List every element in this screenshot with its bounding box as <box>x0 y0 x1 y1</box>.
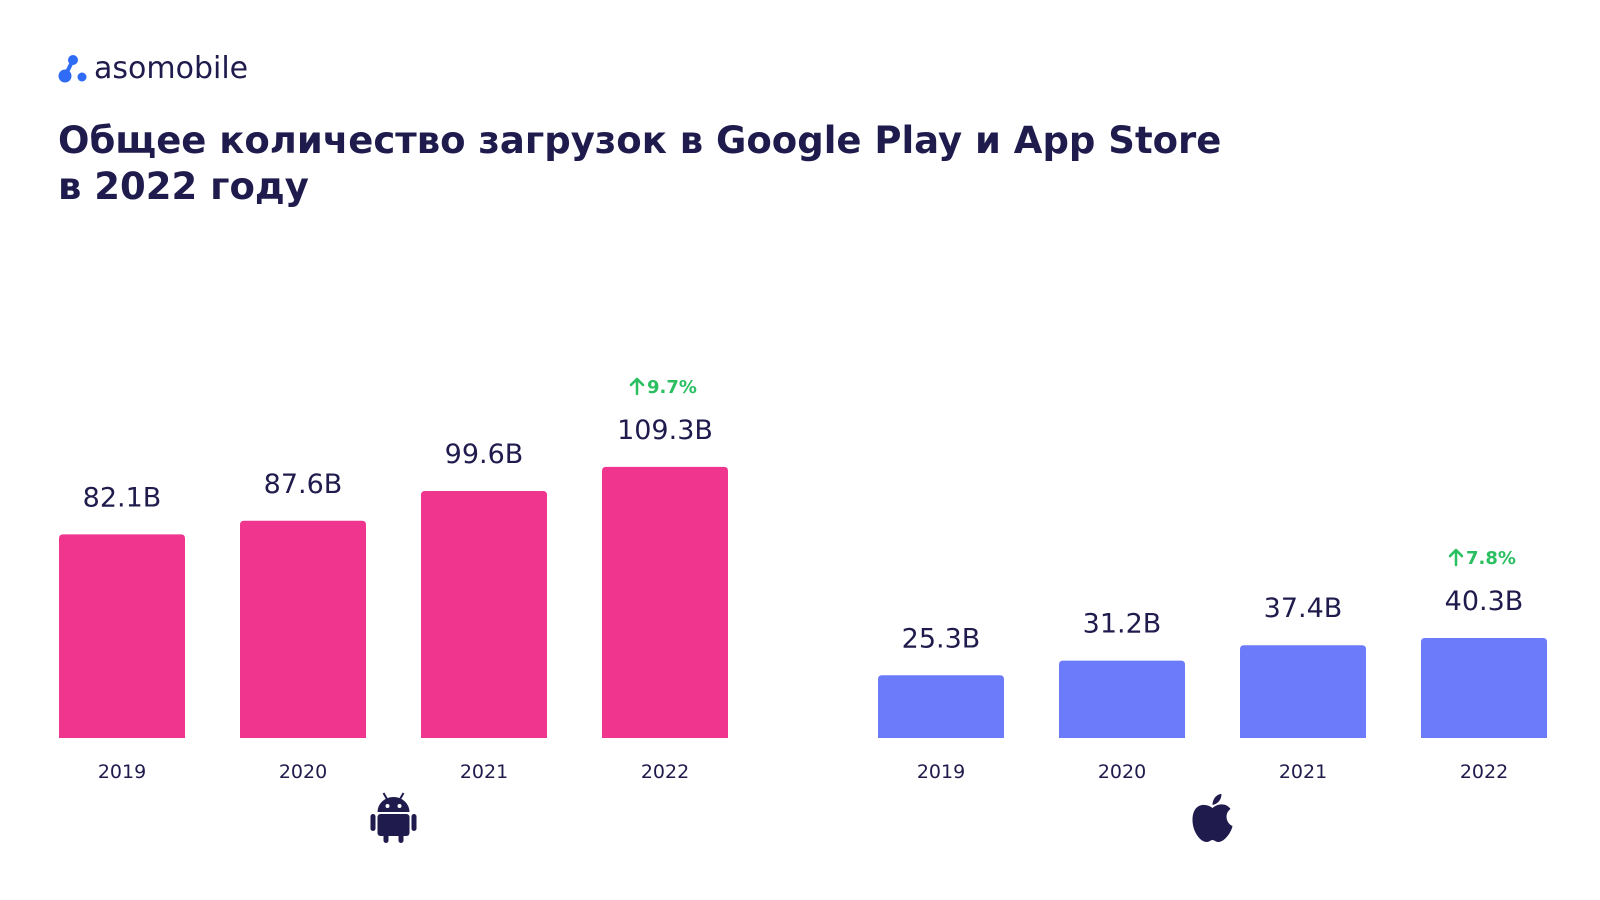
value-label: 40.3B <box>1445 586 1524 617</box>
title-line-1: Общее количество загрузок в Google Play … <box>58 119 1222 162</box>
year-label: 2019 <box>917 761 965 783</box>
arrow-up-icon <box>629 377 645 396</box>
arrow-up-icon <box>1448 548 1464 567</box>
growth-indicator: 9.7% <box>629 377 697 398</box>
year-label: 2020 <box>1098 761 1146 783</box>
bar-2022 <box>602 466 728 738</box>
apple-icon <box>1192 794 1233 842</box>
brand-logo: asomobile <box>58 48 248 88</box>
value-label: 99.6B <box>445 439 524 470</box>
year-label: 2019 <box>98 761 146 783</box>
year-label: 2020 <box>279 761 327 783</box>
bar-2020 <box>1059 660 1185 738</box>
bar-2020 <box>240 520 366 738</box>
year-label: 2021 <box>1279 761 1327 783</box>
growth-indicator: 7.8% <box>1448 548 1516 569</box>
bar-2019 <box>59 534 185 738</box>
value-label: 31.2B <box>1083 609 1162 640</box>
android-icon <box>370 792 417 843</box>
year-label: 2022 <box>1460 761 1508 783</box>
growth-label: 7.8% <box>1466 548 1516 569</box>
title-line-2: в 2022 году <box>58 165 309 208</box>
chart-group-0: 82.1B 2019 87.6B 2020 99.6B 2021 109.3B 2022 9.7… <box>59 377 728 843</box>
value-label: 25.3B <box>902 623 981 654</box>
bar-2019 <box>878 675 1004 738</box>
value-label: 82.1B <box>83 482 162 513</box>
chart-group-1: 25.3B 2019 31.2B 2020 37.4B 2021 40.3B 2022 7.8% <box>878 548 1547 842</box>
bar-2022 <box>1421 638 1547 738</box>
page-title: Общее количество загрузок в Google Play … <box>58 118 1358 210</box>
value-label: 109.3B <box>617 415 713 446</box>
year-label: 2021 <box>460 761 508 783</box>
growth-label: 9.7% <box>647 377 697 398</box>
bar-2021 <box>1240 645 1366 738</box>
value-label: 37.4B <box>1264 593 1343 624</box>
year-label: 2022 <box>641 761 689 783</box>
logo-text: asomobile <box>94 50 249 86</box>
bar-2021 <box>421 490 547 738</box>
asomobile-logo-icon <box>58 52 88 84</box>
value-label: 87.6B <box>264 469 343 500</box>
